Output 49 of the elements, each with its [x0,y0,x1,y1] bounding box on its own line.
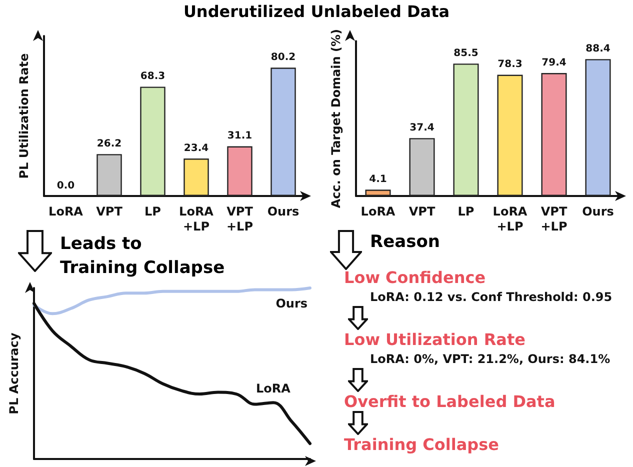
x-tick-label: VPT +LP [226,204,254,234]
series-label: Ours [276,296,308,311]
text: Overfit to Labeled Data [344,392,556,411]
y-axis-title: PL Utilization Rate [17,53,31,179]
data-label: 4.1 [369,174,387,186]
x-tick-label: LoRA [48,204,84,218]
x-tick-label: Ours [582,204,614,218]
y-axis-title: PL Accuracy [7,332,21,414]
bar [541,73,567,196]
text: LoRA: 0%, VPT: 21.2%, Ours: 84.1% [369,352,612,366]
x-tick-label: LoRA +LP [179,204,214,234]
data-label: 80.2 [270,52,296,64]
series-label: LoRA [256,382,292,396]
bar [409,138,435,196]
data-label: 37.4 [410,122,434,134]
x-tick-label: VPT [408,204,436,218]
text: Low Confidence [344,268,487,287]
text: Reason [370,232,440,252]
text: Leads to Training Collapse [60,233,226,280]
data-label: 26.2 [96,138,122,150]
data-label: 0.0 [56,180,75,192]
x-tick-label: LP [458,204,474,218]
chart-title: Underutilized Unlabeled Data [182,2,451,21]
bar [365,190,391,196]
x-tick-label: Ours [267,204,300,218]
bar [497,74,523,196]
bar [453,64,479,196]
bar [270,68,296,196]
data-label: 23.4 [184,143,209,154]
bar [585,59,611,196]
bar [140,86,166,196]
data-label: 79.4 [542,58,566,69]
data-label: 85.5 [454,48,478,60]
y-axis-title: Acc. on Target Domain (%) [329,28,343,208]
text: Training Collapse [344,435,500,454]
data-label: 88.4 [586,44,610,55]
x-tick-label: LoRA +LP [492,204,528,234]
x-tick-label: LP [144,204,162,218]
bar [227,146,252,196]
data-label: 68.3 [140,71,166,82]
bar [184,158,209,196]
x-tick-label: VPT [96,204,124,218]
x-tick-label: VPT +LP [540,204,568,234]
x-tick-label: LoRA [360,204,396,218]
bar [96,154,122,196]
data-label: 78.3 [498,59,522,70]
text: LoRA: 0.12 vs. Conf Threshold: 0.95 [369,290,614,304]
text: Low Utilization Rate [344,330,526,349]
data-label: 31.1 [227,130,252,142]
